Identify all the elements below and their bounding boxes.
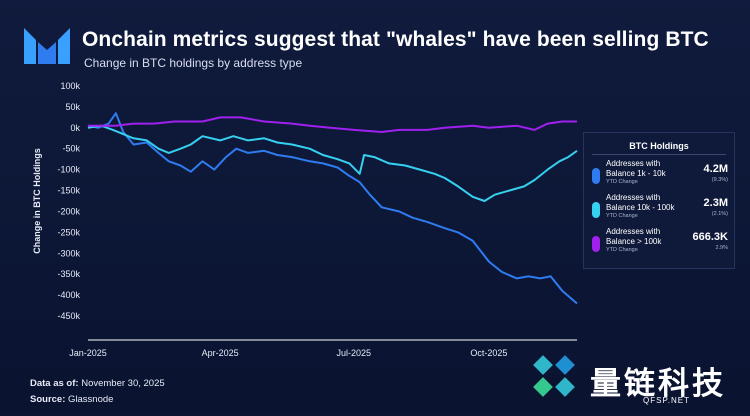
- watermark-text: 量链科技: [590, 366, 726, 401]
- legend-label: Addresses with Balance 10k - 100k: [606, 193, 675, 212]
- source-value: Glassnode: [68, 394, 114, 405]
- y-tick-label: -300k: [57, 248, 80, 258]
- legend-sub: YTD Change: [606, 213, 638, 219]
- legend-swatch: [592, 236, 600, 252]
- data-as-of-value: November 30, 2025: [81, 378, 165, 389]
- legend-sub: YTD Change: [606, 179, 638, 185]
- legend-pct: 2.9%: [715, 245, 728, 251]
- legend-value: 666.3K: [692, 231, 728, 243]
- legend-value: 4.2M: [703, 163, 728, 175]
- legend-pct: (2.1%): [711, 211, 728, 217]
- y-tick-label: -250k: [57, 227, 80, 237]
- series-line-1: [87, 112, 578, 305]
- series-line-3: [88, 116, 577, 133]
- legend-item-1k-10k: Addresses with Balance 1k - 10k YTD Chan…: [592, 159, 728, 191]
- y-tick-label: -200k: [57, 206, 80, 216]
- legend-label: Addresses with Balance 1k - 10k: [606, 159, 666, 178]
- y-tick-label: -350k: [57, 269, 80, 279]
- watermark-url: QFSP.NET: [643, 396, 690, 405]
- y-tick-label: -50k: [62, 144, 80, 154]
- y-tick-label: 100k: [60, 81, 80, 91]
- legend-label: Addresses with Balance > 100k: [606, 227, 662, 246]
- data-as-of: Data as of: November 30, 2025: [30, 378, 165, 389]
- x-tick-label: Jul-2025: [337, 348, 372, 358]
- legend-swatch: [592, 202, 600, 218]
- source: Source: Glassnode: [30, 394, 113, 405]
- y-tick-label: -400k: [57, 290, 80, 300]
- y-tick-label: 0k: [70, 123, 80, 133]
- x-axis-ticks: Jan-2025 Apr-2025 Jul-2025 Oct-2025: [69, 339, 577, 358]
- data-as-of-label: Data as of:: [30, 378, 79, 389]
- source-label: Source:: [30, 394, 66, 405]
- legend-pct: (9.3%): [711, 177, 728, 183]
- legend-item-10k-100k: Addresses with Balance 10k - 100k YTD Ch…: [592, 193, 728, 225]
- chart-subtitle: Change in BTC holdings by address type: [84, 56, 303, 70]
- x-tick-label: Apr-2025: [202, 348, 239, 358]
- y-tick-label: 50k: [65, 102, 80, 112]
- legend: BTC Holdings Addresses with Balance 1k -…: [583, 132, 735, 269]
- legend-title: BTC Holdings: [629, 141, 689, 151]
- legend-item-over-100k: Addresses with Balance > 100k YTD Change…: [592, 227, 728, 259]
- legend-divider: [592, 154, 726, 155]
- y-axis-ticks: 100k 50k 0k -50k -100k -150k -200k -250k -300k -3…: [57, 81, 80, 321]
- y-tick-label: -100k: [57, 165, 80, 175]
- series-lines: [87, 112, 578, 305]
- x-tick-label: Jan-2025: [69, 348, 107, 358]
- x-tick-label: Oct-2025: [470, 348, 507, 358]
- y-tick-label: -450k: [57, 311, 80, 321]
- chart-title: Onchain metrics suggest that "whales" ha…: [82, 28, 709, 51]
- brand-logo: [24, 28, 70, 64]
- legend-value: 2.3M: [703, 197, 728, 209]
- legend-sub: YTD Change: [606, 247, 638, 253]
- watermark: 量链科技 QFSP.NET: [528, 352, 750, 411]
- watermark-logo-icon: [533, 355, 575, 397]
- series-line-2: [87, 124, 578, 202]
- y-tick-label: -150k: [57, 186, 80, 196]
- legend-swatch: [592, 168, 600, 184]
